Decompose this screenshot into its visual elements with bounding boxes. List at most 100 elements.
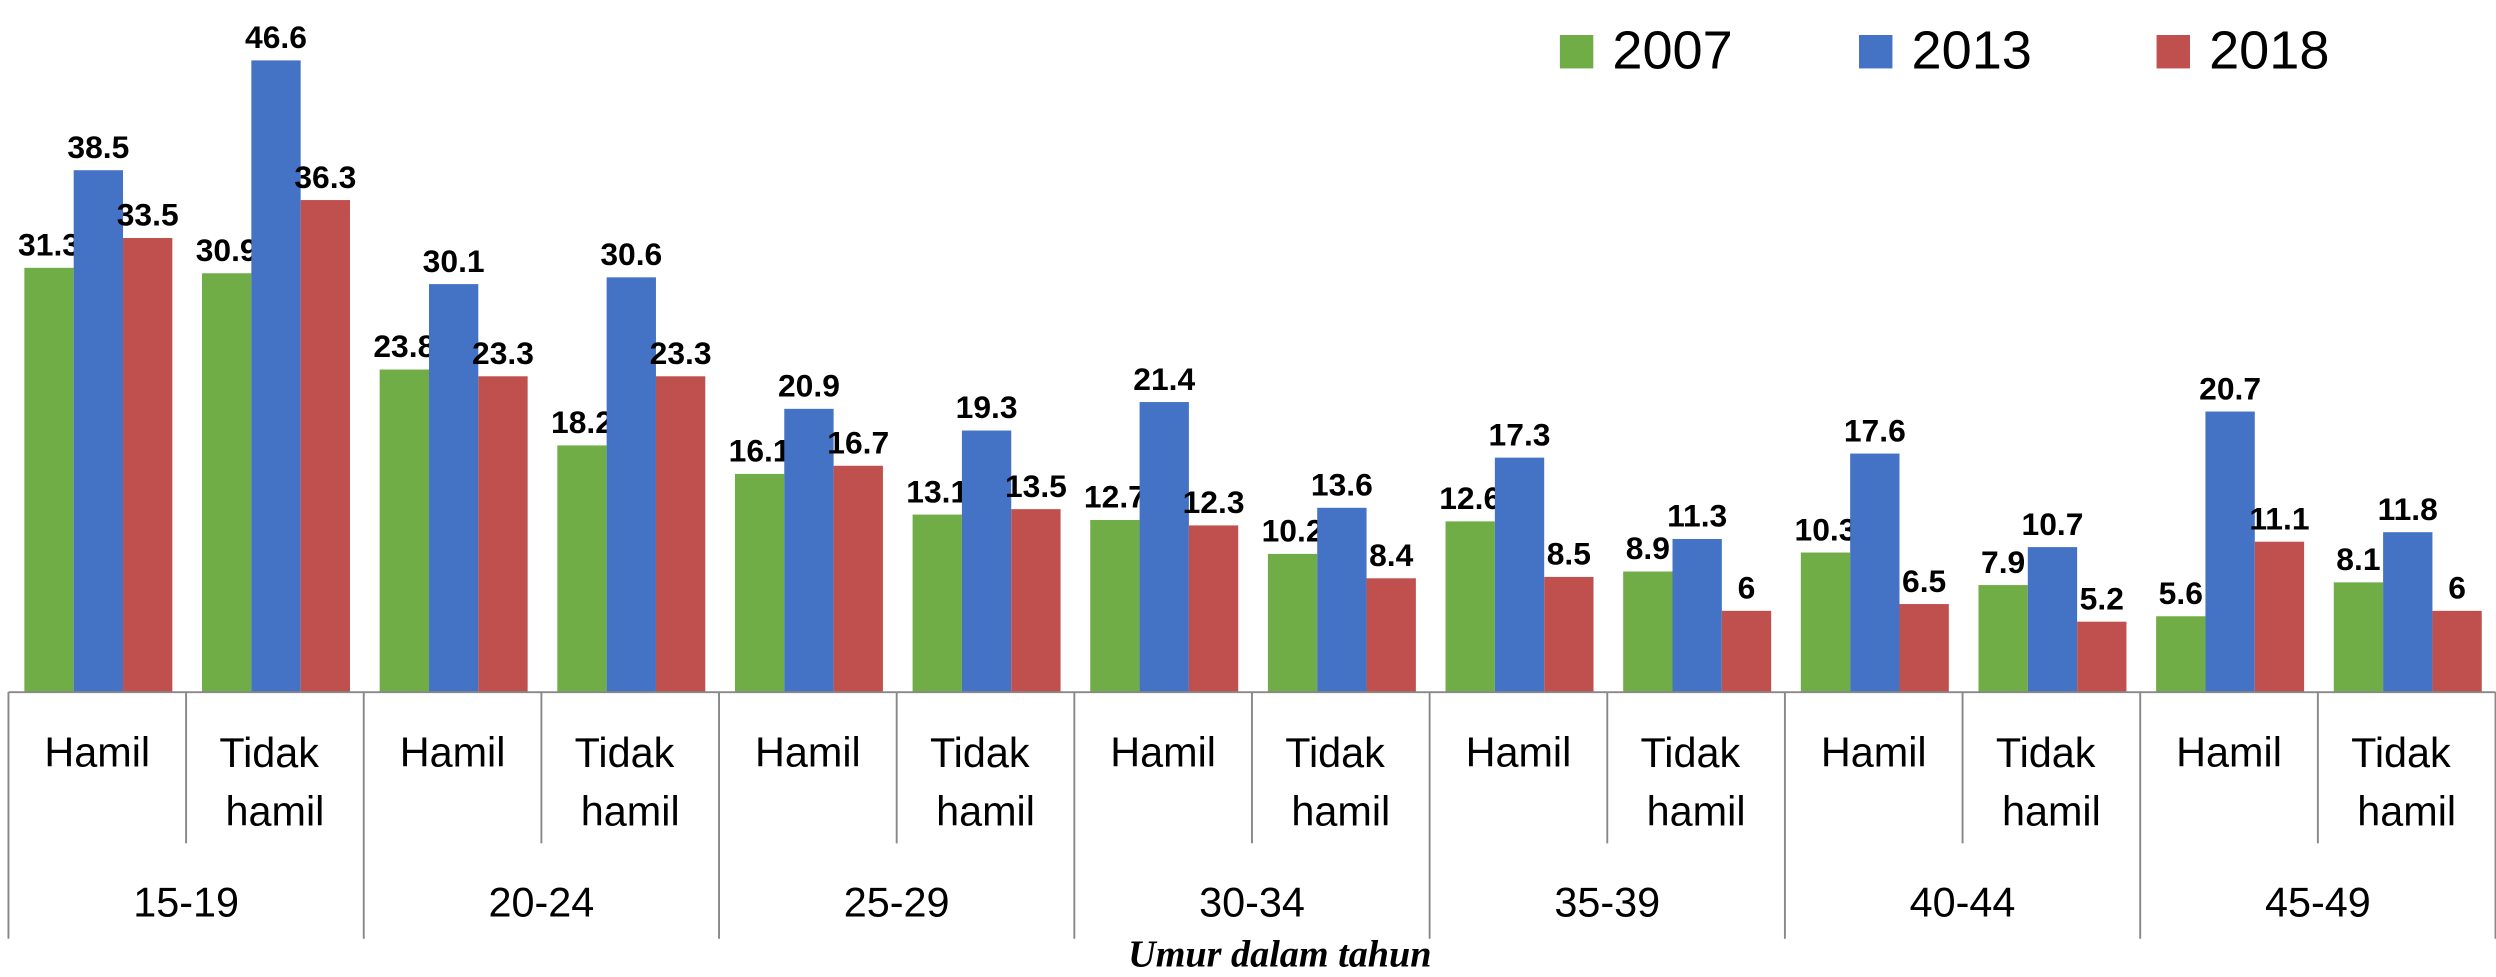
legend-swatch bbox=[2156, 35, 2190, 69]
bar bbox=[734, 473, 785, 693]
bar bbox=[1850, 453, 1900, 693]
bar bbox=[606, 277, 656, 693]
bar bbox=[379, 369, 429, 693]
value-label: 46.6 bbox=[245, 19, 307, 55]
value-label: 13.6 bbox=[1311, 467, 1373, 503]
group-label: 15-19 bbox=[133, 879, 239, 925]
x-tick-label: Hamil bbox=[1821, 730, 1927, 776]
group-label: 25-29 bbox=[844, 879, 950, 925]
x-tick-label: Hamil bbox=[44, 730, 150, 776]
legend-label: 2007 bbox=[1612, 20, 1732, 80]
bar bbox=[73, 170, 124, 693]
bar bbox=[833, 465, 883, 693]
legend-label: 2018 bbox=[2209, 20, 2329, 80]
value-label: 11.1 bbox=[2249, 500, 2309, 536]
value-label: 23.3 bbox=[650, 335, 712, 371]
value-label: 11.3 bbox=[1667, 498, 1727, 534]
group-label: 35-39 bbox=[1554, 879, 1660, 925]
value-label: 10.7 bbox=[2022, 506, 2084, 542]
bar bbox=[1267, 553, 1318, 693]
bar bbox=[1721, 610, 1772, 693]
value-label: 8.4 bbox=[1369, 537, 1414, 573]
bar bbox=[1317, 507, 1367, 693]
value-label: 18.2 bbox=[551, 404, 613, 440]
group-label: 45-49 bbox=[2265, 879, 2371, 925]
legend-swatch bbox=[1859, 35, 1893, 69]
bar bbox=[784, 408, 834, 693]
x-tick-label: Tidak hamil bbox=[219, 730, 330, 835]
value-label: 6 bbox=[1738, 570, 1756, 606]
value-label: 10.2 bbox=[1262, 513, 1324, 549]
x-tick-label: Hamil bbox=[1110, 730, 1216, 776]
value-label: 8.5 bbox=[1547, 536, 1591, 572]
value-label: 30.1 bbox=[423, 243, 485, 279]
bar bbox=[2333, 582, 2384, 693]
value-label: 17.3 bbox=[1489, 416, 1551, 452]
x-tick-label: Hamil bbox=[755, 730, 861, 776]
value-label: 21.4 bbox=[1133, 361, 1195, 397]
bar bbox=[202, 273, 252, 693]
bar bbox=[2156, 616, 2206, 693]
x-tick-label: Tidak hamil bbox=[2351, 730, 2462, 835]
x-tick-label: Tidak hamil bbox=[575, 730, 686, 835]
legend-swatch bbox=[1559, 35, 1594, 69]
bar bbox=[1188, 525, 1239, 693]
x-tick-label: Hamil bbox=[1466, 730, 1572, 776]
value-label: 8.1 bbox=[2336, 541, 2380, 577]
bar bbox=[1672, 538, 1722, 693]
value-label: 30.9 bbox=[196, 232, 258, 268]
value-label: 10.3 bbox=[1795, 511, 1857, 547]
value-label: 33.5 bbox=[117, 197, 179, 233]
group-label: 30-34 bbox=[1199, 879, 1305, 925]
bar bbox=[123, 238, 173, 693]
bar bbox=[2254, 541, 2305, 693]
x-tick-label: Tidak hamil bbox=[1996, 730, 2107, 835]
value-label: 8.9 bbox=[1626, 530, 1670, 566]
group-label: 20-24 bbox=[488, 879, 594, 925]
value-label: 11.8 bbox=[2378, 491, 2438, 527]
value-label: 12.3 bbox=[1183, 484, 1245, 520]
x-axis-title: Umur dalam tahun bbox=[1128, 934, 1431, 976]
bar bbox=[1090, 519, 1140, 693]
bar bbox=[1623, 571, 1673, 693]
value-label: 17.6 bbox=[1844, 412, 1906, 448]
legend-label: 2013 bbox=[1912, 20, 2032, 80]
bar bbox=[1011, 509, 1061, 693]
value-label: 23.8 bbox=[373, 328, 435, 364]
value-label: 38.5 bbox=[67, 129, 129, 165]
bar bbox=[655, 376, 706, 693]
value-label: 12.6 bbox=[1439, 480, 1501, 516]
bar bbox=[1139, 402, 1189, 693]
bar bbox=[1800, 552, 1851, 693]
value-label: 19.3 bbox=[956, 389, 1018, 425]
value-label: 16.7 bbox=[827, 424, 889, 460]
bar bbox=[24, 267, 74, 693]
value-label: 23.3 bbox=[472, 335, 534, 371]
bar bbox=[2432, 610, 2482, 693]
bar bbox=[251, 60, 301, 693]
value-label: 6.5 bbox=[1902, 563, 1946, 599]
bar bbox=[2027, 547, 2078, 693]
value-label: 12.7 bbox=[1084, 479, 1146, 515]
bar bbox=[557, 445, 607, 693]
value-label: 20.9 bbox=[778, 368, 840, 404]
bar bbox=[961, 430, 1012, 693]
value-label: 13.1 bbox=[906, 473, 968, 509]
bar bbox=[2205, 411, 2255, 693]
value-label: 6 bbox=[2448, 570, 2466, 606]
bar bbox=[478, 376, 528, 693]
value-label: 30.6 bbox=[600, 236, 662, 272]
bar bbox=[1899, 604, 1949, 693]
group-label: 40-44 bbox=[1910, 879, 2016, 925]
bar bbox=[1978, 585, 2028, 693]
value-label: 31.3 bbox=[18, 227, 80, 263]
bar bbox=[912, 514, 962, 693]
x-tick-label: Hamil bbox=[400, 730, 506, 776]
value-label: 36.3 bbox=[294, 159, 356, 195]
x-tick-label: Tidak hamil bbox=[930, 730, 1041, 835]
bar bbox=[1366, 578, 1416, 693]
value-label: 7.9 bbox=[1981, 544, 2025, 580]
bar bbox=[2383, 532, 2433, 693]
bar bbox=[1494, 457, 1545, 693]
